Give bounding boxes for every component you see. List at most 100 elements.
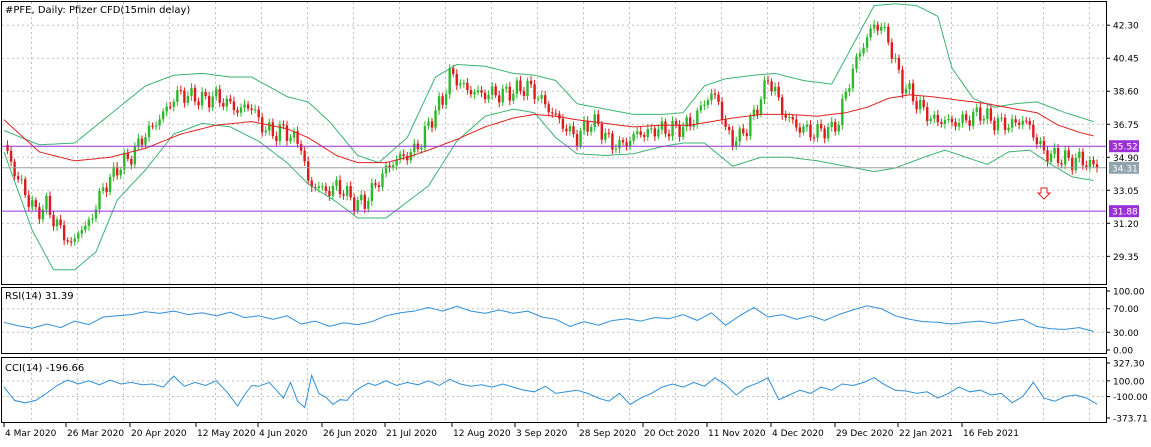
- candle-body: [551, 112, 554, 114]
- candle-body: [834, 121, 837, 132]
- candle-body: [897, 57, 901, 70]
- candle-body: [635, 131, 639, 134]
- candle-body: [628, 140, 632, 147]
- candle-body: [427, 121, 430, 127]
- candle-body: [798, 127, 802, 133]
- candle-body: [413, 143, 416, 153]
- cci-tick-label: 100.00: [1113, 377, 1145, 387]
- date-tick-label: 22 Jan 2021: [899, 429, 953, 439]
- candle-body: [713, 93, 717, 95]
- candle-body: [681, 126, 685, 137]
- candle-body: [805, 124, 809, 127]
- candle-body: [936, 114, 940, 123]
- date-tick-label: 3 Sep 2020: [516, 429, 568, 439]
- candle-body: [494, 86, 497, 96]
- cci-panel-title: CCI(14) -196.66: [5, 363, 84, 374]
- candle-body: [151, 125, 154, 127]
- candle-body: [275, 136, 278, 142]
- candle-body: [696, 110, 699, 125]
- candle-body: [618, 140, 621, 149]
- candle-body: [430, 121, 434, 128]
- candle-body: [278, 124, 282, 142]
- candle-body: [190, 87, 193, 96]
- candle-body: [462, 82, 466, 84]
- candle-body: [94, 209, 98, 219]
- candle-body: [423, 126, 427, 148]
- cci-grid: [2, 358, 1106, 422]
- candle-body: [197, 101, 200, 106]
- candle-body: [685, 117, 688, 127]
- date-tick-label: 26 Mar 2020: [67, 429, 124, 439]
- candle-body: [98, 191, 101, 210]
- cci-panel-frame: [1, 357, 1107, 423]
- candle-body: [229, 98, 232, 102]
- candle-body: [338, 180, 342, 195]
- candle-body: [703, 104, 706, 106]
- candle-body: [996, 118, 1000, 131]
- candle-body: [869, 28, 872, 38]
- candle-body: [452, 68, 455, 74]
- candle-body: [487, 94, 490, 100]
- candle-body: [370, 183, 374, 202]
- candle-body: [501, 88, 504, 103]
- candle-body: [476, 90, 480, 93]
- candle-body: [901, 69, 904, 94]
- candle-body: [904, 89, 908, 94]
- candle-body: [717, 94, 720, 102]
- candle-body: [558, 113, 561, 119]
- candle-body: [352, 197, 356, 211]
- candle-body: [1053, 147, 1056, 154]
- candle-body: [27, 195, 30, 207]
- candle-body: [837, 124, 840, 132]
- candle-body: [611, 133, 614, 150]
- candle-body: [865, 37, 869, 48]
- candle-body: [236, 110, 239, 113]
- candle-body: [1000, 117, 1003, 119]
- candle-body: [540, 95, 543, 99]
- candle-body: [324, 186, 328, 192]
- candle-body: [929, 118, 932, 122]
- candle-body: [261, 117, 264, 133]
- candle-body: [250, 108, 253, 110]
- candle-body: [579, 130, 582, 146]
- candle-body: [321, 186, 324, 188]
- candle-body: [742, 128, 745, 134]
- candle-body: [933, 114, 936, 119]
- main-panel-frame: [1, 1, 1107, 285]
- candle-body: [165, 106, 168, 112]
- candle-body: [377, 185, 381, 188]
- candle-body: [674, 121, 678, 125]
- candle-body: [993, 120, 996, 131]
- candle-body: [667, 133, 671, 137]
- candle-body: [48, 195, 52, 215]
- candle-body: [918, 99, 922, 110]
- level-price-tag: [1109, 205, 1139, 218]
- candle-body: [52, 214, 55, 227]
- date-tick-label: 4 Mar 2020: [5, 429, 57, 439]
- candle-body: [735, 141, 738, 147]
- rsi-panel: RSI(14) 31.39 100.00 70.00 30.00 0.00: [1, 287, 1145, 357]
- candle-body: [515, 80, 519, 94]
- date-tick-label: 29 Dec 2020: [836, 429, 894, 439]
- candle-body: [289, 137, 292, 141]
- candle-body: [826, 127, 830, 139]
- candle-body: [589, 126, 593, 132]
- candle-body: [137, 138, 140, 147]
- candle-body: [791, 117, 794, 120]
- candle-body: [45, 195, 48, 210]
- candle-body: [625, 142, 628, 147]
- candle-body: [154, 125, 158, 127]
- candle-body: [961, 114, 964, 124]
- candle-body: [211, 96, 214, 108]
- down-arrow-icon: [1036, 187, 1052, 200]
- date-tick-label: 26 Jun 2020: [323, 429, 377, 439]
- candle-body: [777, 86, 780, 98]
- price-tick-label: 34.90: [1113, 154, 1139, 164]
- candle-body: [823, 128, 826, 139]
- candle-body: [388, 165, 391, 168]
- candle-body: [331, 186, 335, 197]
- date-tick-label: 20 Apr 2020: [131, 429, 187, 439]
- candle-body: [841, 98, 844, 125]
- candle-body: [367, 201, 370, 209]
- candle-body: [140, 138, 144, 145]
